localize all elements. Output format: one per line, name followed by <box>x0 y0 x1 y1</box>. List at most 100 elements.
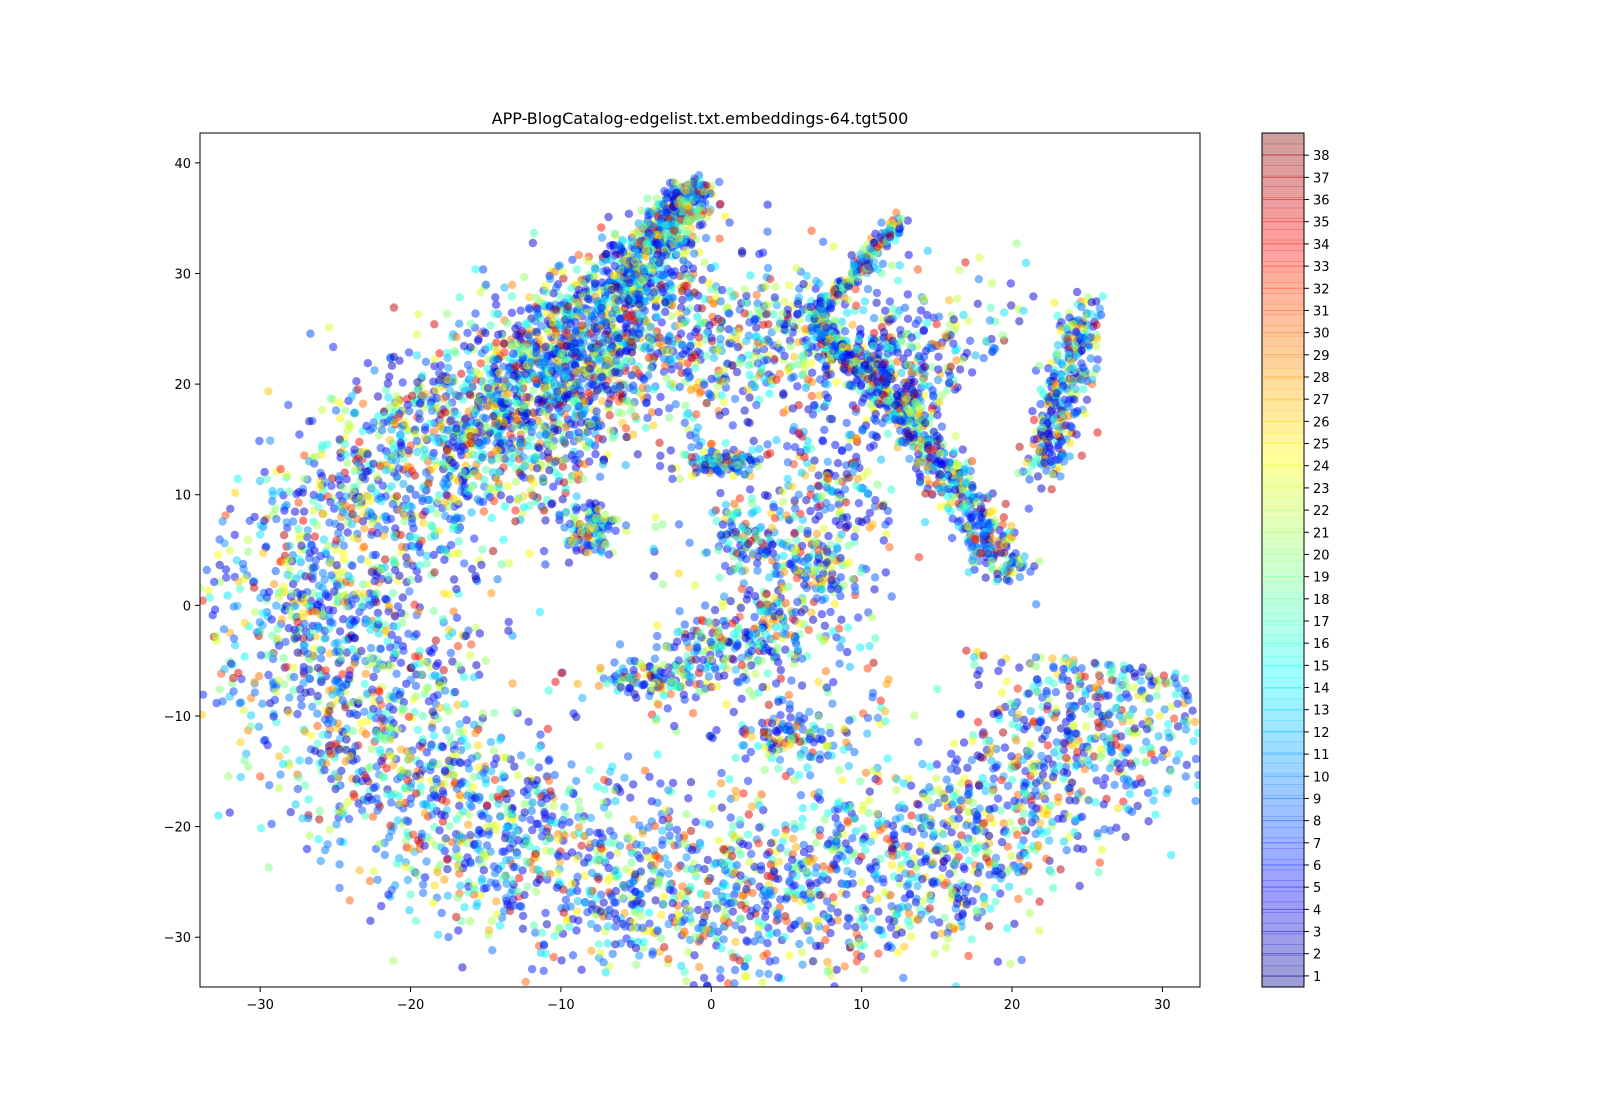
scatter-point <box>1118 671 1127 681</box>
scatter-point <box>411 772 421 781</box>
scatter-point <box>437 908 446 918</box>
scatter-point <box>214 811 223 820</box>
scatter-point <box>289 663 298 672</box>
scatter-point <box>1048 817 1057 827</box>
scatter-point <box>519 503 529 512</box>
scatter-point <box>422 551 432 561</box>
scatter-point <box>527 806 536 816</box>
scatter-point <box>389 760 398 770</box>
scatter-point <box>925 904 934 913</box>
scatter-point <box>717 803 726 812</box>
scatter-point <box>1065 691 1075 700</box>
scatter-point <box>944 378 954 387</box>
scatter-point <box>449 575 459 584</box>
scatter-point <box>355 437 364 447</box>
scatter-point <box>574 797 583 806</box>
scatter-point <box>1037 751 1046 761</box>
scatter-point <box>659 900 668 909</box>
scatter-point <box>771 282 780 291</box>
scatter-point <box>969 653 979 662</box>
scatter-point <box>276 487 285 496</box>
scatter-point <box>284 400 293 410</box>
scatter-point <box>904 909 914 918</box>
scatter-point <box>738 839 748 849</box>
scatter-point <box>1145 694 1154 703</box>
scatter-point <box>250 608 260 617</box>
scatter-point <box>308 702 317 711</box>
scatter-point <box>913 915 923 924</box>
scatter-point <box>292 489 301 499</box>
scatter-point <box>903 314 913 323</box>
scatter-point <box>691 817 700 827</box>
scatter-point <box>1137 667 1146 677</box>
scatter-point <box>784 281 794 290</box>
scatter-point <box>339 597 349 606</box>
scatter-point <box>489 862 499 871</box>
scatter-point <box>531 849 540 859</box>
scatter-point <box>224 772 233 781</box>
scatter-point <box>471 571 480 581</box>
scatter-point <box>492 345 502 355</box>
scatter-point <box>991 883 1000 893</box>
scatter-point <box>485 484 495 493</box>
scatter-point <box>838 852 847 861</box>
scatter-point <box>274 676 283 685</box>
scatter-point <box>1191 796 1200 806</box>
scatter-point <box>1062 753 1071 763</box>
scatter-point <box>377 901 386 911</box>
scatter-point <box>686 778 696 787</box>
scatter-point <box>705 820 714 829</box>
scatter-point <box>336 653 346 662</box>
scatter-point <box>293 617 302 627</box>
scatter-point <box>429 606 438 616</box>
scatter-point <box>1141 737 1151 746</box>
scatter-point <box>920 362 930 371</box>
scatter-point <box>393 725 403 734</box>
scatter-point <box>989 774 998 783</box>
scatter-point <box>892 910 901 919</box>
scatter-point <box>678 882 687 891</box>
scatter-point <box>394 464 403 473</box>
scatter-point <box>258 699 267 708</box>
scatter-point <box>934 365 943 374</box>
scatter-point <box>218 517 227 526</box>
scatter-point <box>728 292 737 302</box>
scatter-point <box>905 341 914 350</box>
scatter-point <box>799 840 808 850</box>
scatter-point <box>491 821 501 830</box>
scatter-point <box>657 910 666 920</box>
scatter-point <box>401 836 410 845</box>
scatter-point <box>567 760 576 769</box>
scatter-point <box>250 512 259 522</box>
scatter-point <box>373 529 382 538</box>
scatter-point <box>452 912 461 922</box>
scatter-point <box>299 507 309 516</box>
scatter-point <box>664 786 673 795</box>
scatter-point <box>668 778 678 788</box>
scatter-point <box>351 742 360 751</box>
scatter-point <box>650 821 660 831</box>
scatter-point <box>493 575 502 584</box>
scatter-point <box>1136 676 1146 686</box>
scatter-point <box>949 315 958 324</box>
scatter-point <box>441 511 450 520</box>
scatter-point <box>932 320 941 329</box>
scatter-point <box>757 865 766 874</box>
scatter-point <box>460 700 469 709</box>
scatter-point <box>848 834 857 843</box>
scatter-point <box>549 952 558 962</box>
scatter-point <box>656 779 665 788</box>
scatter-point <box>255 436 264 446</box>
scatter-point <box>745 370 754 380</box>
scatter-point <box>382 626 391 635</box>
scatter-point <box>797 352 807 361</box>
scatter-point <box>1163 785 1173 794</box>
scatter-point <box>364 792 373 802</box>
scatter-point <box>204 586 213 595</box>
scatter-point <box>250 688 259 697</box>
scatter-point <box>734 327 743 337</box>
scatter-point <box>271 504 280 513</box>
scatter-point <box>520 272 529 282</box>
scatter-point <box>725 218 734 227</box>
scatter-point <box>443 353 452 363</box>
